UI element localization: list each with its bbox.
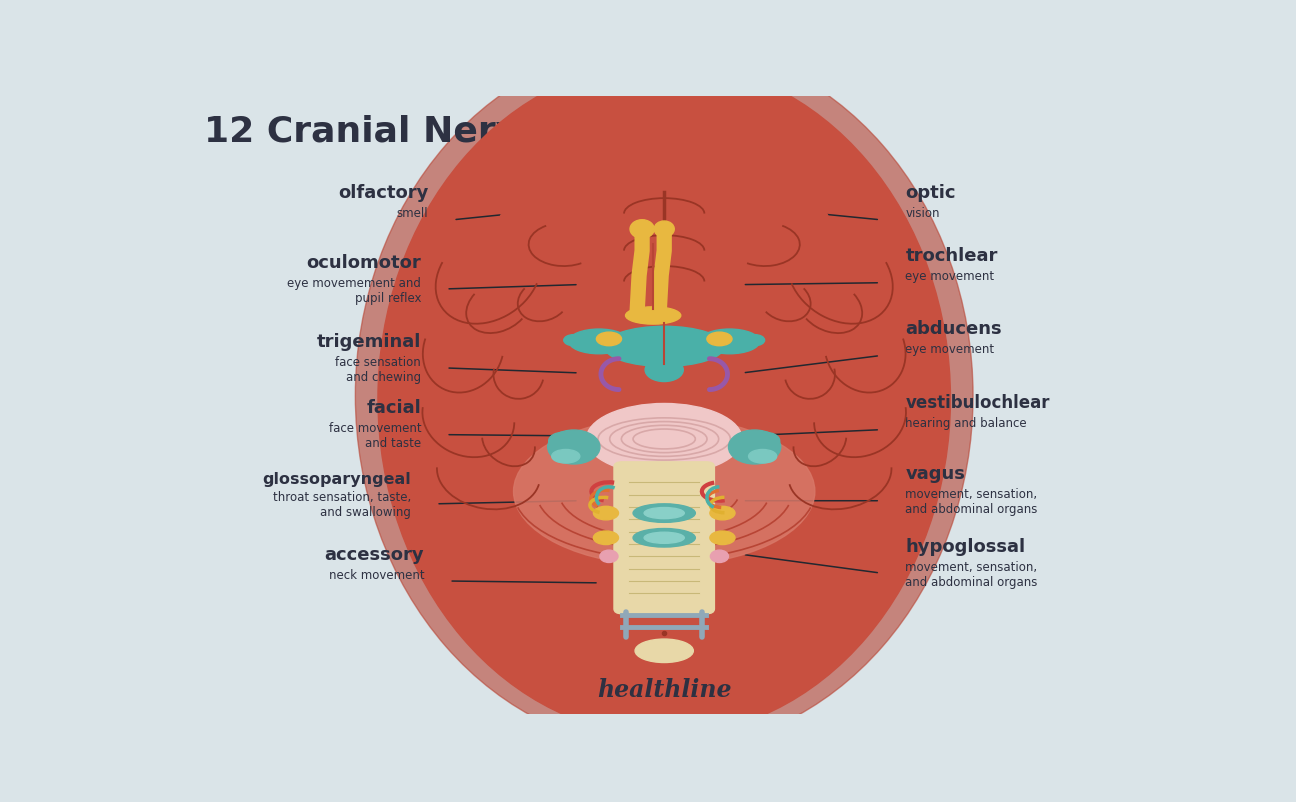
Text: smell: smell [397, 208, 428, 221]
Text: neck movement: neck movement [328, 569, 424, 581]
Ellipse shape [744, 334, 765, 346]
Text: olfactory: olfactory [338, 184, 428, 202]
Text: face sensation
and chewing: face sensation and chewing [336, 355, 421, 383]
Text: trochlear: trochlear [905, 248, 998, 265]
FancyBboxPatch shape [614, 462, 714, 614]
Text: movement, sensation,
and abdominal organs: movement, sensation, and abdominal organ… [905, 488, 1038, 516]
Ellipse shape [564, 334, 583, 346]
Text: optic: optic [905, 184, 955, 202]
Ellipse shape [664, 220, 936, 541]
Text: vagus: vagus [905, 465, 966, 484]
Ellipse shape [645, 358, 683, 382]
Ellipse shape [710, 531, 735, 545]
Ellipse shape [626, 307, 680, 324]
Ellipse shape [586, 403, 743, 475]
Ellipse shape [600, 550, 618, 562]
Ellipse shape [749, 449, 776, 463]
Ellipse shape [594, 531, 618, 545]
Ellipse shape [548, 432, 579, 449]
Text: facial: facial [367, 399, 421, 417]
Text: glossoparyngeal: glossoparyngeal [262, 472, 411, 487]
Ellipse shape [644, 508, 684, 519]
Ellipse shape [594, 506, 618, 520]
Ellipse shape [728, 430, 780, 464]
Text: eye movement: eye movement [905, 270, 994, 283]
Ellipse shape [499, 183, 649, 269]
Text: healthline: healthline [597, 678, 731, 703]
Ellipse shape [513, 417, 815, 565]
Ellipse shape [710, 506, 735, 520]
Text: vision: vision [905, 208, 940, 221]
Text: hypoglossal: hypoglossal [905, 537, 1025, 556]
Text: vestibulochlear: vestibulochlear [905, 395, 1050, 412]
Ellipse shape [632, 504, 696, 522]
Ellipse shape [710, 550, 728, 562]
Ellipse shape [355, 41, 973, 750]
Ellipse shape [569, 329, 629, 354]
Ellipse shape [393, 220, 664, 541]
Text: eye movemement and
pupil reflex: eye movemement and pupil reflex [288, 277, 421, 305]
Ellipse shape [632, 529, 696, 547]
Text: accessory: accessory [324, 545, 424, 564]
Ellipse shape [654, 221, 674, 237]
Ellipse shape [706, 332, 732, 346]
Ellipse shape [635, 639, 693, 662]
Ellipse shape [548, 430, 600, 464]
Ellipse shape [644, 533, 684, 543]
Ellipse shape [630, 220, 654, 238]
Text: 12 Cranial Nerves: 12 Cranial Nerves [205, 115, 565, 148]
Ellipse shape [749, 432, 780, 449]
Ellipse shape [604, 326, 724, 367]
Text: abducens: abducens [905, 320, 1002, 338]
Text: face movement
and taste: face movement and taste [328, 423, 421, 450]
Text: oculomotor: oculomotor [306, 253, 421, 272]
Text: throat sensation, taste,
and swallowing: throat sensation, taste, and swallowing [273, 492, 411, 520]
Ellipse shape [700, 329, 759, 354]
Text: eye movement: eye movement [905, 343, 994, 356]
Ellipse shape [596, 332, 622, 346]
Text: trigeminal: trigeminal [316, 333, 421, 350]
Text: movement, sensation,
and abdominal organs: movement, sensation, and abdominal organ… [905, 561, 1038, 589]
Ellipse shape [679, 183, 829, 269]
Ellipse shape [552, 449, 579, 463]
Text: hearing and balance: hearing and balance [905, 417, 1026, 431]
Ellipse shape [378, 62, 950, 736]
Ellipse shape [503, 183, 824, 318]
